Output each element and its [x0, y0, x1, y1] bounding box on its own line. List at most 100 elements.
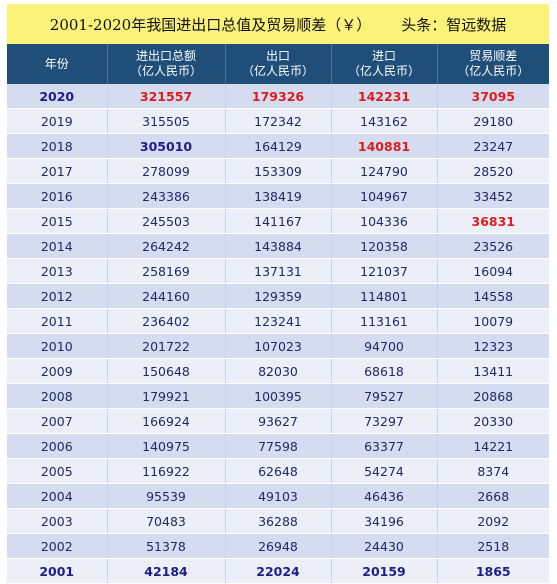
- import-cell: 113161: [331, 308, 438, 334]
- table-row: 2008 179921 100395 79527 20868: [7, 383, 549, 409]
- year-cell: 2002: [7, 533, 108, 559]
- header-surplus-unit: （亿人民币）: [457, 64, 530, 78]
- total-cell: 278099: [107, 158, 226, 184]
- export-cell: 107023: [225, 333, 332, 359]
- export-cell: 36288: [225, 508, 332, 534]
- table-row: 2019 315505 172342 143162 29180: [7, 108, 549, 134]
- table-row: 2013 258169 137131 121037 16094: [7, 258, 549, 284]
- export-cell: 100395: [225, 383, 332, 409]
- surplus-cell: 23247: [437, 133, 549, 159]
- surplus-cell: 33452: [437, 183, 549, 209]
- import-cell: 20159: [331, 558, 438, 584]
- year-cell: 2008: [7, 383, 108, 409]
- year-cell: 2007: [7, 408, 108, 434]
- export-cell: 82030: [225, 358, 332, 384]
- total-cell: 150648: [107, 358, 226, 384]
- import-cell: 121037: [331, 258, 438, 284]
- year-cell: 2004: [7, 483, 108, 509]
- total-cell: 315505: [107, 108, 226, 134]
- export-cell: 138419: [225, 183, 332, 209]
- surplus-cell: 28520: [437, 158, 549, 184]
- import-cell: 73297: [331, 408, 438, 434]
- year-cell: 2020: [7, 84, 108, 109]
- table-row: 2005 116922 62648 54274 8374: [7, 458, 549, 484]
- year-cell: 2011: [7, 308, 108, 334]
- year-cell: 2005: [7, 458, 108, 484]
- table-row: 2012 244160 129359 114801 14558: [7, 283, 549, 309]
- export-cell: 143884: [225, 233, 332, 259]
- year-cell: 2001: [7, 558, 108, 584]
- surplus-cell: 23526: [437, 233, 549, 259]
- export-cell: 179326: [225, 84, 332, 109]
- total-cell: 236402: [107, 308, 226, 334]
- table-row: 2001 42184 22024 20159 1865: [7, 558, 549, 584]
- header-total: 进出口总额 （亿人民币）: [107, 44, 226, 84]
- surplus-cell: 36831: [437, 208, 549, 234]
- table-body: 2020 321557 179326 142231 37095 2019 315505 172…: [7, 84, 549, 584]
- table-row: 2004 95539 49103 46436 2668: [7, 483, 549, 509]
- surplus-cell: 2518: [437, 533, 549, 559]
- table-row: 2002 51378 26948 24430 2518: [7, 533, 549, 559]
- header-import-unit: （亿人民币）: [347, 64, 420, 78]
- surplus-cell: 10079: [437, 308, 549, 334]
- total-cell: 95539: [107, 483, 226, 509]
- total-cell: 42184: [107, 558, 226, 584]
- total-cell: 140975: [107, 433, 226, 459]
- year-cell: 2006: [7, 433, 108, 459]
- export-cell: 141167: [225, 208, 332, 234]
- header-import-label: 进口: [371, 49, 396, 63]
- surplus-cell: 29180: [437, 108, 549, 134]
- table-row: 2018 305010 164129 140881 23247: [7, 133, 549, 159]
- year-cell: 2013: [7, 258, 108, 284]
- surplus-cell: 14221: [437, 433, 549, 459]
- year-cell: 2019: [7, 108, 108, 134]
- header-surplus-label: 贸易顺差: [469, 49, 518, 63]
- trade-table-document: 2001-2020年我国进出口总值及贸易顺差（￥） 头条：智远数据 年份 进出口…: [7, 4, 549, 584]
- year-cell: 2010: [7, 333, 108, 359]
- year-cell: 2003: [7, 508, 108, 534]
- export-cell: 49103: [225, 483, 332, 509]
- export-cell: 26948: [225, 533, 332, 559]
- export-cell: 123241: [225, 308, 332, 334]
- import-cell: 54274: [331, 458, 438, 484]
- surplus-cell: 2092: [437, 508, 549, 534]
- table-row: 2007 166924 93627 73297 20330: [7, 408, 549, 434]
- header-surplus: 贸易顺差 （亿人民币）: [437, 44, 549, 84]
- total-cell: 258169: [107, 258, 226, 284]
- import-cell: 79527: [331, 383, 438, 409]
- header-export: 出口 （亿人民币）: [225, 44, 332, 84]
- surplus-cell: 8374: [437, 458, 549, 484]
- total-cell: 243386: [107, 183, 226, 209]
- import-cell: 104967: [331, 183, 438, 209]
- export-cell: 77598: [225, 433, 332, 459]
- total-cell: 116922: [107, 458, 226, 484]
- import-cell: 143162: [331, 108, 438, 134]
- year-cell: 2014: [7, 233, 108, 259]
- header-row: 年份 进出口总额 （亿人民币） 出口 （亿人民币） 进口 （亿人民币） 贸易顺差 （亿人…: [7, 44, 549, 84]
- year-cell: 2015: [7, 208, 108, 234]
- export-cell: 137131: [225, 258, 332, 284]
- import-cell: 68618: [331, 358, 438, 384]
- total-cell: 245503: [107, 208, 226, 234]
- table-row: 2016 243386 138419 104967 33452: [7, 183, 549, 209]
- table-row: 2003 70483 36288 34196 2092: [7, 508, 549, 534]
- header-import: 进口 （亿人民币）: [331, 44, 438, 84]
- header-total-label: 进出口总额: [135, 49, 196, 63]
- surplus-cell: 20330: [437, 408, 549, 434]
- import-cell: 94700: [331, 333, 438, 359]
- total-cell: 166924: [107, 408, 226, 434]
- import-cell: 124790: [331, 158, 438, 184]
- header-export-unit: （亿人民币）: [241, 64, 314, 78]
- table-row: 2011 236402 123241 113161 10079: [7, 308, 549, 334]
- table-row: 2014 264242 143884 120358 23526: [7, 233, 549, 259]
- table-row: 2006 140975 77598 63377 14221: [7, 433, 549, 459]
- surplus-cell: 13411: [437, 358, 549, 384]
- import-cell: 46436: [331, 483, 438, 509]
- total-cell: 179921: [107, 383, 226, 409]
- export-cell: 164129: [225, 133, 332, 159]
- total-cell: 305010: [107, 133, 226, 159]
- import-cell: 114801: [331, 283, 438, 309]
- year-cell: 2009: [7, 358, 108, 384]
- import-cell: 24430: [331, 533, 438, 559]
- table-row: 2010 201722 107023 94700 12323: [7, 333, 549, 359]
